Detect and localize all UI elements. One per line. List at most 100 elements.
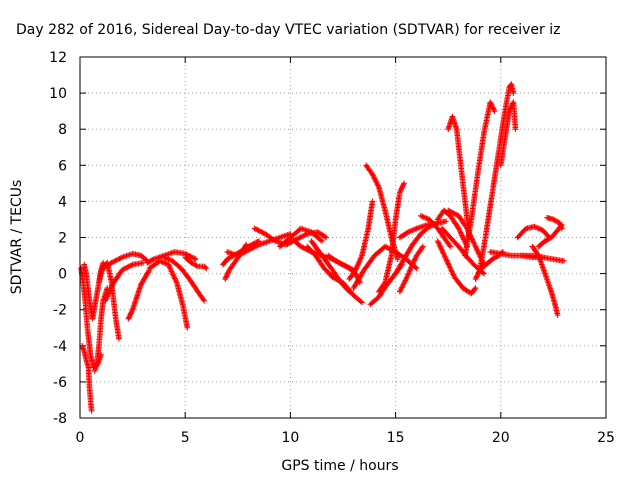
data-point: [410, 259, 417, 265]
y-tick-label: 6: [58, 158, 67, 174]
data-point: [489, 103, 495, 109]
data-series: [514, 223, 552, 241]
data-point: [222, 274, 229, 281]
x-tick-label: 25: [597, 430, 615, 446]
data-series: [418, 213, 454, 250]
data-point: [475, 271, 481, 277]
data-point: [117, 255, 124, 261]
data-point: [145, 268, 152, 274]
data-point: [225, 269, 231, 276]
data-point: [510, 90, 517, 96]
data-point: [126, 313, 133, 319]
data-point: [323, 234, 329, 241]
data-point: [397, 188, 404, 194]
x-axis-label: GPS time / hours: [281, 458, 398, 474]
data-point: [224, 271, 231, 277]
y-tick-label: 2: [58, 231, 67, 247]
data-point: [149, 257, 156, 263]
data-point: [359, 299, 365, 306]
y-tick-label: -2: [53, 303, 67, 319]
data-series: [445, 113, 473, 241]
data-series: [397, 218, 449, 241]
data-point: [88, 407, 95, 414]
data-point: [561, 258, 567, 264]
data-point: [126, 314, 132, 321]
data-point: [369, 198, 376, 205]
data-point: [473, 274, 479, 281]
data-series: [100, 250, 151, 271]
data-point: [243, 241, 250, 248]
data-point: [398, 186, 404, 193]
data-point: [409, 261, 416, 268]
data-series: [445, 207, 487, 268]
data-point: [443, 218, 449, 225]
data-point: [420, 243, 426, 250]
data-series: [125, 267, 153, 322]
y-tick-label: 0: [58, 267, 67, 283]
data-point: [184, 324, 191, 331]
data-point: [512, 126, 519, 132]
data-point: [412, 255, 419, 261]
data-point: [413, 265, 420, 271]
data-series: [308, 238, 353, 295]
data-point: [242, 243, 249, 249]
data-series: [529, 243, 561, 318]
data-point: [473, 273, 480, 280]
data-point: [319, 238, 325, 244]
data-point: [345, 287, 352, 294]
data-point: [357, 298, 364, 305]
data-point: [487, 99, 494, 105]
data-point: [472, 285, 479, 291]
data-point: [554, 312, 561, 318]
y-tick-label: 8: [58, 122, 67, 138]
data-point: [128, 309, 135, 316]
data-point: [271, 237, 278, 244]
data-point: [127, 312, 133, 318]
data-point: [491, 107, 497, 113]
data-point: [506, 108, 513, 114]
data-series: [434, 238, 479, 297]
data-point: [223, 273, 230, 280]
data-series: [544, 214, 565, 232]
data-series: [476, 81, 517, 273]
data-point: [490, 105, 497, 112]
y-tick-label: 12: [49, 50, 67, 66]
y-tick-label: -6: [53, 375, 67, 391]
chart-title: Day 282 of 2016, Sidereal Day-to-day VTE…: [16, 22, 560, 38]
grid: [80, 57, 606, 418]
data-point: [201, 297, 207, 304]
data-point: [346, 288, 353, 295]
data-point: [317, 237, 324, 243]
data-point: [200, 296, 207, 303]
data-point: [193, 262, 200, 269]
x-tick-label: 5: [181, 430, 190, 446]
data-point: [559, 225, 565, 232]
data-point: [322, 233, 328, 240]
data-point: [471, 286, 478, 292]
data-point: [394, 256, 401, 262]
plot-frame: [79, 56, 607, 419]
data-point: [401, 180, 407, 187]
data-point: [488, 101, 495, 108]
data-series: [222, 241, 250, 282]
x-tick-label: 15: [387, 430, 405, 446]
data-point: [489, 104, 496, 111]
x-tick-label: 0: [76, 430, 85, 446]
data-point: [191, 255, 198, 262]
data-point: [128, 262, 135, 269]
data-point: [116, 335, 122, 342]
data-point: [125, 315, 132, 322]
data-point: [474, 272, 481, 278]
y-tick-label: 10: [49, 86, 67, 102]
data-series: [397, 243, 426, 295]
data-point: [412, 256, 418, 263]
data-series: [102, 259, 146, 304]
data-point: [472, 276, 479, 282]
data-point: [224, 272, 230, 278]
data-point: [203, 265, 210, 271]
data-series: [144, 249, 199, 266]
data-series: [79, 343, 95, 414]
y-tick-label: 4: [58, 194, 67, 210]
data-point: [397, 189, 403, 196]
data-series: [392, 220, 441, 277]
